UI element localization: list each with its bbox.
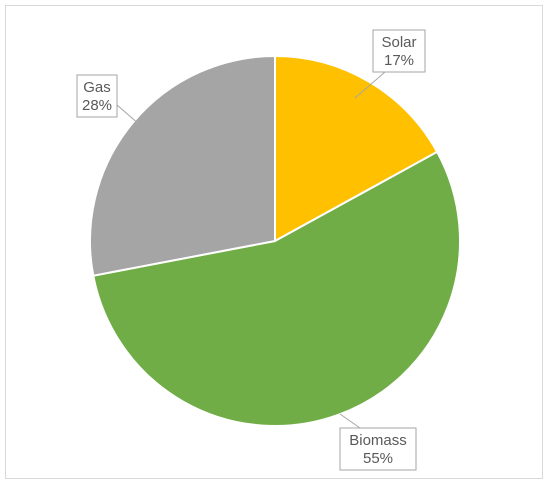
callout-box-solar [372,29,426,73]
leader-line-solar [354,71,386,99]
category-label-gas: Gas [83,79,111,96]
leader-line-biomass [339,413,361,429]
pie-slice-gas [89,54,276,277]
value-label-solar: 17% [384,52,414,69]
pie-slice-solar [274,54,439,243]
pie-slice-biomass [92,150,461,427]
callout-box-gas [76,74,118,118]
category-label-biomass: Biomass [349,432,407,449]
value-label-gas: 28% [82,97,112,114]
callout-box-biomass [339,427,417,471]
pie-slices [89,54,461,427]
leader-line-gas [116,104,141,126]
value-label-biomass: 55% [363,450,393,467]
category-label-solar: Solar [381,34,416,51]
